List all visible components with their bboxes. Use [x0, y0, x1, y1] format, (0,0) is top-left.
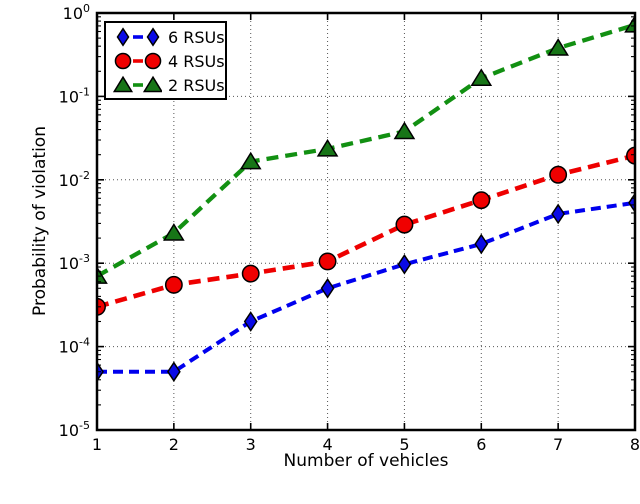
svg-text:10-1: 10-1	[59, 85, 90, 106]
svg-text:10-3: 10-3	[59, 252, 90, 273]
legend-item-6-rsus: 6 RSUs	[112, 25, 225, 49]
diamond-marker-icon	[116, 27, 160, 47]
legend-item-2-rsus: 2 RSUs	[112, 73, 225, 97]
triangle-marker-icon	[112, 75, 162, 93]
svg-text:10-4: 10-4	[59, 336, 90, 357]
svg-text:100: 100	[63, 2, 90, 23]
x-axis-label: Number of vehicles	[283, 451, 449, 471]
legend: 6 RSUs 4 RSUs 2 RSUs	[104, 21, 227, 100]
svg-text:8: 8	[630, 435, 640, 454]
svg-text:3: 3	[246, 435, 256, 454]
svg-text:2: 2	[169, 435, 179, 454]
svg-text:4: 4	[322, 435, 332, 454]
svg-text:10-5: 10-5	[59, 419, 90, 440]
legend-label: 2 RSUs	[168, 75, 225, 95]
circle-marker-icon	[114, 52, 162, 70]
svg-text:6: 6	[476, 435, 486, 454]
legend-item-4-rsus: 4 RSUs	[112, 49, 225, 73]
legend-label: 4 RSUs	[168, 51, 225, 71]
y-axis-label: Probability of violation	[30, 126, 50, 316]
svg-text:7: 7	[553, 435, 563, 454]
svg-text:1: 1	[92, 435, 102, 454]
svg-text:10-2: 10-2	[59, 169, 90, 190]
legend-label: 6 RSUs	[168, 27, 225, 47]
svg-text:5: 5	[399, 435, 409, 454]
